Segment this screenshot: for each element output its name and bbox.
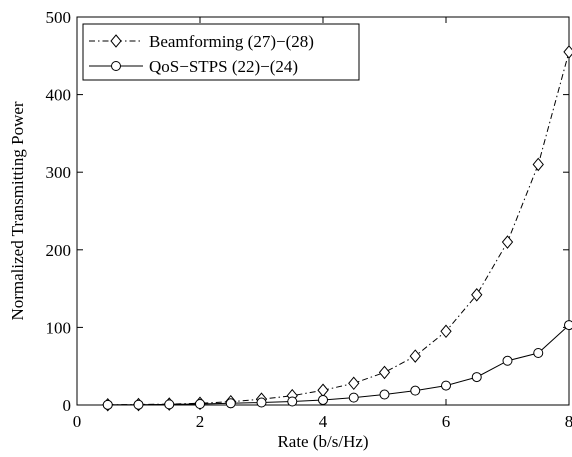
x-tick-label: 2 <box>196 412 205 431</box>
x-tick-label: 8 <box>565 412 572 431</box>
circle-marker <box>410 385 421 396</box>
circle-marker <box>111 61 121 71</box>
y-tick-label: 400 <box>46 86 72 105</box>
y-tick-label: 500 <box>46 8 72 27</box>
circle-marker <box>256 397 267 408</box>
y-tick-label: 100 <box>46 318 72 337</box>
diamond-marker <box>563 45 572 59</box>
circle-marker <box>441 380 451 391</box>
diamond-marker <box>501 235 514 249</box>
x-tick-label: 4 <box>319 412 328 431</box>
legend: Beamforming (27)−(28) QoS−STPS (22)−(24) <box>82 23 360 81</box>
circle-marker <box>564 320 572 331</box>
x-tick-label: 6 <box>442 412 451 431</box>
circle-marker <box>502 355 513 366</box>
diamond-marker <box>348 376 360 391</box>
legend-box <box>82 23 360 81</box>
circle-marker <box>471 372 482 383</box>
diamond-marker <box>378 365 391 380</box>
diamond-marker <box>471 288 483 302</box>
circle-marker <box>533 348 544 359</box>
circle-marker <box>195 398 205 409</box>
series-circle <box>102 320 572 410</box>
circle-marker <box>348 392 359 403</box>
axis-ticks: 0 2 4 6 8 0 100 200 300 400 500 <box>46 8 572 431</box>
circle-marker <box>379 389 390 400</box>
x-tick-label: 0 <box>73 412 82 431</box>
y-axis-label: Normalized Transmitting Power <box>8 101 27 320</box>
circle-marker <box>133 399 144 410</box>
y-tick-label: 200 <box>46 241 72 260</box>
x-axis-label: Rate (b/s/Hz) <box>277 432 368 451</box>
circle-marker <box>225 398 236 409</box>
plot-area <box>76 16 570 406</box>
series-layer <box>102 45 572 412</box>
diamond-marker <box>110 34 122 48</box>
circle-marker <box>164 399 175 410</box>
legend-label: QoS−STPS (22)−(24) <box>149 57 298 76</box>
series-line <box>107 324 570 406</box>
diamond-marker <box>409 349 421 363</box>
diamond-marker <box>532 157 544 172</box>
circle-marker <box>287 396 298 407</box>
circle-marker <box>102 399 113 410</box>
legend-label: Beamforming (27)−(28) <box>149 32 314 51</box>
circle-marker <box>318 394 328 405</box>
diamond-marker <box>440 324 452 339</box>
y-tick-label: 300 <box>46 163 72 182</box>
y-tick-label: 0 <box>63 396 72 415</box>
